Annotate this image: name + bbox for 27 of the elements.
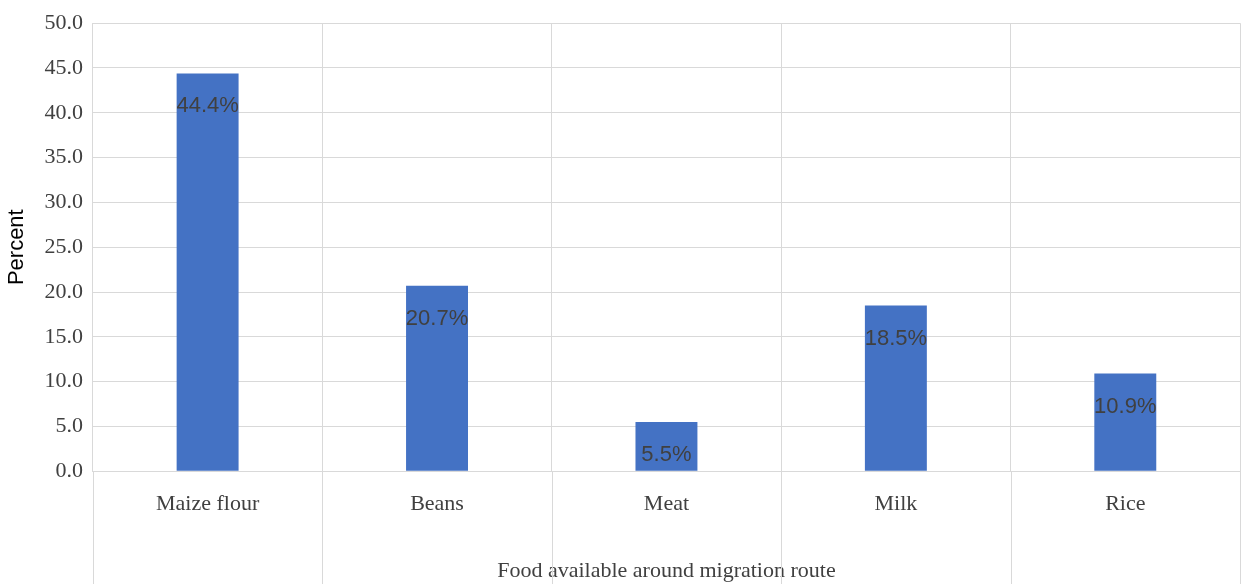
- y-tick-label: 15.0: [44, 322, 83, 348]
- data-label: 18.5%: [864, 324, 928, 350]
- y-tick-label: 45.0: [44, 53, 83, 79]
- y-tick-label: 5.0: [55, 412, 83, 438]
- x-tick-label: Meat: [643, 490, 690, 516]
- data-label: 20.7%: [405, 304, 469, 330]
- x-axis-title: Food available around migration route: [497, 556, 836, 582]
- bar: [864, 305, 927, 471]
- y-tick-label: 0.0: [55, 456, 83, 482]
- data-label: 10.9%: [1094, 392, 1157, 418]
- x-tick-label: Rice: [1105, 490, 1146, 516]
- x-tick-label: Maize flour: [155, 490, 260, 516]
- y-tick-label: 50.0: [44, 8, 83, 34]
- y-tick-label: 25.0: [44, 232, 83, 258]
- data-label: 5.5%: [641, 440, 692, 466]
- data-label: 44.4%: [176, 92, 239, 118]
- bar: [176, 73, 239, 471]
- y-tick-label: 40.0: [44, 98, 83, 124]
- x-tick-label: Milk: [874, 490, 918, 516]
- y-tick-label: 10.0: [44, 367, 83, 393]
- y-tick-label: 20.0: [44, 277, 83, 303]
- bar: [406, 285, 468, 471]
- y-tick-label: 30.0: [44, 188, 83, 214]
- y-axis-title: Percent: [3, 209, 29, 286]
- x-tick-label: Beans: [410, 490, 464, 516]
- bar: [1094, 373, 1157, 471]
- y-tick-label: 35.0: [44, 143, 83, 169]
